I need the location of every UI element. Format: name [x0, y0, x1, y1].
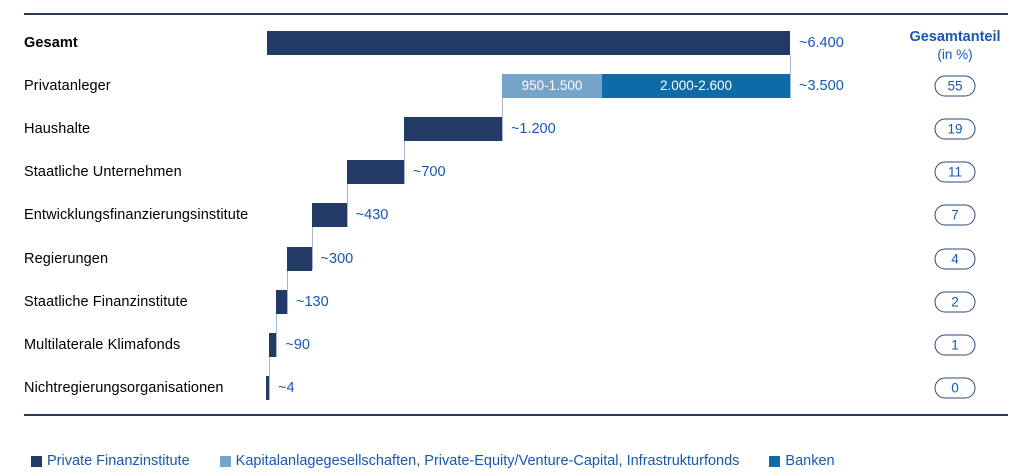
- share-pill: 0: [934, 377, 976, 399]
- share-pill: 7: [934, 204, 976, 226]
- value-label: ~6.400: [799, 34, 844, 51]
- row-label: Staatliche Unternehmen: [24, 164, 182, 181]
- row-label: Entwicklungsfinanzierungsinstitute: [24, 207, 249, 224]
- connector-line: [346, 184, 348, 228]
- value-label: ~300: [320, 250, 354, 267]
- connector-line: [287, 270, 289, 314]
- connector-line: [501, 97, 503, 141]
- share-pill: 55: [934, 75, 976, 97]
- value-label: ~130: [296, 293, 329, 310]
- connector-line: [403, 140, 405, 185]
- share-pill: 2: [934, 291, 976, 313]
- legend-label: Private Finanzinstitute: [47, 453, 190, 469]
- bottom-rule: [24, 414, 1008, 416]
- bar-segment: 950-1.500: [501, 73, 603, 98]
- value-label: ~1.200: [510, 120, 556, 137]
- value-label: ~90: [285, 336, 310, 353]
- connector-line: [311, 227, 313, 271]
- row-label: Privatanleger: [24, 77, 111, 94]
- row-label: Nichtregierungsorganisationen: [24, 380, 224, 397]
- share-column-subtitle: (in %): [937, 47, 973, 62]
- legend-label: Banken: [785, 453, 835, 469]
- share-column-title: Gesamtanteil: [909, 29, 1001, 45]
- value-label: ~4: [278, 380, 295, 397]
- row-label: Haushalte: [24, 120, 91, 137]
- waterfall-bar: [269, 332, 277, 357]
- waterfall-bar: [267, 30, 790, 55]
- legend-item: Kapitalanlagegesellschaften, Private-Equ…: [219, 453, 740, 469]
- top-rule: [24, 13, 1008, 15]
- waterfall-bar: [265, 376, 270, 401]
- share-pill: 1: [934, 334, 976, 356]
- connector-line: [276, 313, 278, 357]
- share-pill: 11: [934, 161, 976, 183]
- legend-swatch-private-finanzinstitute: [31, 455, 42, 467]
- legend: Private Finanzinstitute Kapitalanlageges…: [31, 453, 835, 469]
- connector-line: [790, 54, 791, 98]
- waterfall-bar: [403, 116, 502, 141]
- legend-label: Kapitalanlagegesellschaften, Private-Equ…: [235, 453, 740, 469]
- row-label: Gesamt: [24, 34, 78, 51]
- share-pill: 19: [934, 118, 976, 140]
- row-label: Staatliche Finanzinstitute: [24, 293, 188, 310]
- connector-line: [269, 356, 271, 401]
- legend-swatch-banken: [769, 455, 781, 467]
- bar-segment: 2.000-2.600: [602, 73, 790, 98]
- value-label: ~3.500: [799, 77, 844, 94]
- legend-swatch-kapitalanlagegesellschaften: [219, 455, 231, 467]
- value-label: ~430: [355, 207, 389, 224]
- waterfall-bar: [287, 246, 312, 271]
- share-pill: 4: [934, 248, 976, 269]
- row-label: Regierungen: [24, 250, 109, 267]
- waterfall-bar: [311, 203, 347, 228]
- legend-item: Private Finanzinstitute: [31, 453, 190, 469]
- waterfall-bar: [346, 160, 404, 185]
- legend-item: Banken: [769, 453, 835, 469]
- value-label: ~700: [412, 164, 446, 181]
- row-label: Multilaterale Klimafonds: [24, 336, 181, 353]
- waterfall-bar: 950-1.500 2.000-2.600: [501, 73, 790, 98]
- share-column-header: Gesamtanteil (in %): [870, 29, 1016, 63]
- waterfall-bar: [276, 289, 287, 314]
